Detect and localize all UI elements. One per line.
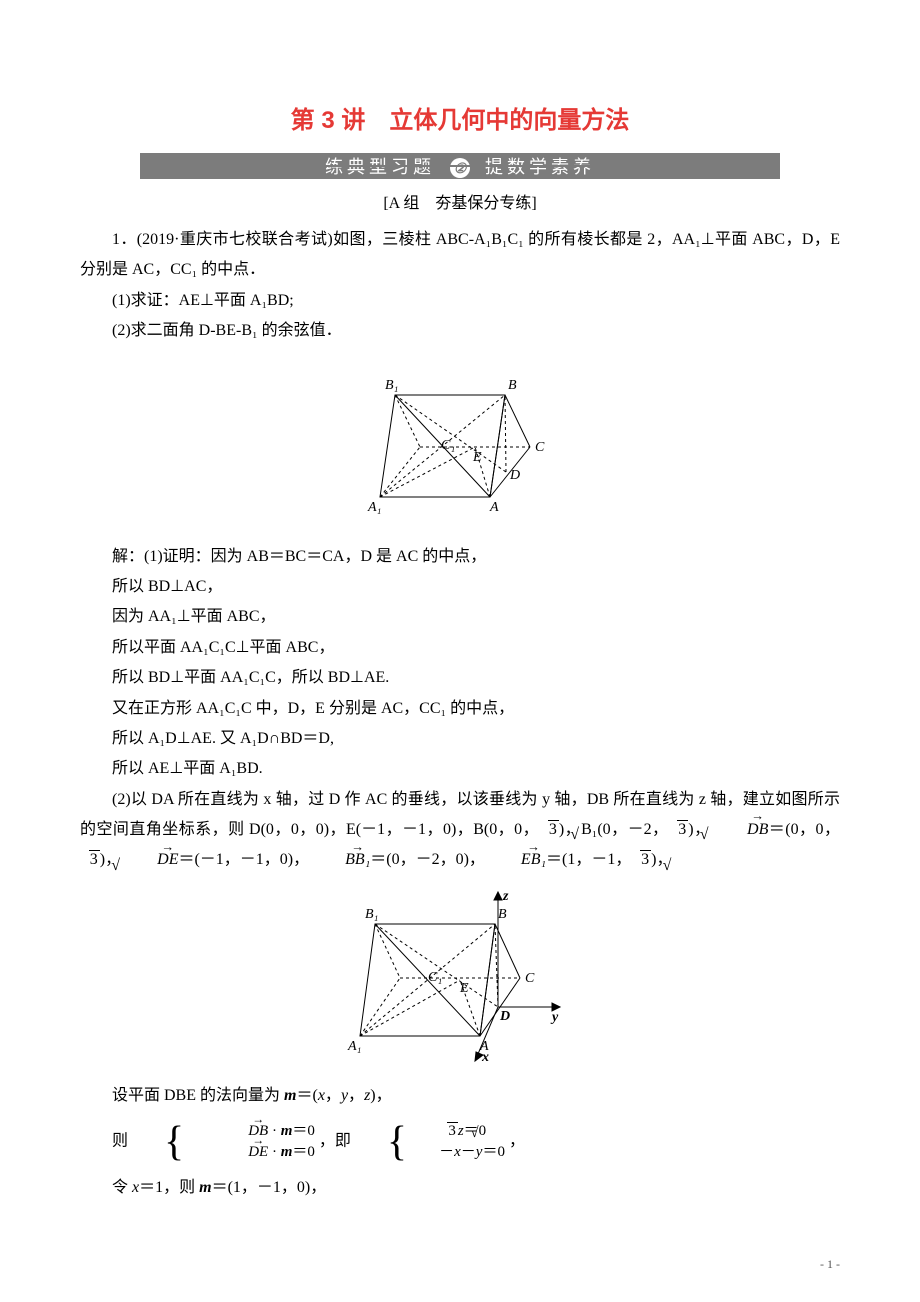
svg-text:B: B	[508, 378, 517, 393]
svg-text:x: x	[481, 1050, 489, 1065]
svg-text:z: z	[502, 889, 509, 904]
sol-l3: 所以平面 AA₁C₁C⊥平面 ABC，	[80, 633, 840, 663]
figure-2: B₁ B C₁ E C D A₁ A z y x	[80, 886, 840, 1071]
sol-l2: 因为 AA₁⊥平面 ABC，	[80, 602, 840, 632]
sol-l7: 所以 AE⊥平面 A₁BD.	[80, 754, 840, 784]
banner-badge: ②	[450, 158, 470, 178]
sol-l4: 所以 BD⊥平面 AA₁C₁C，所以 BD⊥AE.	[80, 663, 840, 693]
q1-part2: (2)求二面角 D-BE-B₁ 的余弦值．	[80, 316, 840, 346]
svg-text:C: C	[525, 971, 535, 986]
svg-text:B: B	[498, 907, 507, 922]
svg-text:B₁: B₁	[385, 378, 398, 393]
svg-text:A₁: A₁	[367, 500, 381, 515]
svg-text:D: D	[499, 1009, 510, 1024]
page-number: - 1 -	[820, 1257, 840, 1272]
svg-text:C₁: C₁	[441, 438, 455, 453]
lecture-title: 第 3 讲 立体几何中的向量方法	[80, 100, 840, 135]
normal-final: 令 x＝1，则 m＝(1，－1，0)，	[80, 1173, 840, 1203]
svg-text:y: y	[550, 1010, 559, 1025]
sol-head: 解：(1)证明：因为 AB＝BC＝CA，D 是 AC 的中点，	[80, 542, 840, 572]
svg-text:A₁: A₁	[347, 1039, 361, 1054]
normal-system: 则 { DB · m＝0 DE · m＝0 ，即 { 3z＝0 －x－y＝0 ，	[80, 1121, 840, 1163]
part2-text: (2)以 DA 所在直线为 x 轴，过 D 作 AC 的垂线，以该垂线为 y 轴…	[80, 785, 840, 876]
sol-l1: 所以 BD⊥AC，	[80, 572, 840, 602]
group-label: [A 组 夯基保分专练]	[80, 189, 840, 213]
banner-left: 练典型习题	[325, 157, 435, 177]
svg-text:C: C	[535, 440, 545, 455]
svg-text:E: E	[472, 450, 482, 465]
normal-intro: 设平面 DBE 的法向量为 m＝(x，y，z)，	[80, 1081, 840, 1111]
q1-part1: (1)求证：AE⊥平面 A₁BD;	[80, 286, 840, 316]
sol-l6: 所以 A₁D⊥AE. 又 A₁D∩BD＝D,	[80, 724, 840, 754]
sol-l5: 又在正方形 AA₁C₁C 中，D，E 分别是 AC，CC₁ 的中点，	[80, 694, 840, 724]
svg-text:D: D	[509, 468, 520, 483]
q1-stem: 1．(2019·重庆市七校联合考试)如图，三棱柱 ABC-A₁B₁C₁ 的所有棱…	[80, 225, 840, 286]
section-banner: 练典型习题 ② 提数学素养	[140, 153, 780, 179]
svg-text:B₁: B₁	[365, 907, 378, 922]
svg-text:C₁: C₁	[428, 970, 442, 985]
figure-1: B₁ B C₁ E C D A₁ A	[80, 357, 840, 532]
svg-text:A: A	[489, 500, 499, 515]
svg-text:E: E	[459, 981, 469, 996]
banner-right: 提数学素养	[485, 157, 595, 177]
